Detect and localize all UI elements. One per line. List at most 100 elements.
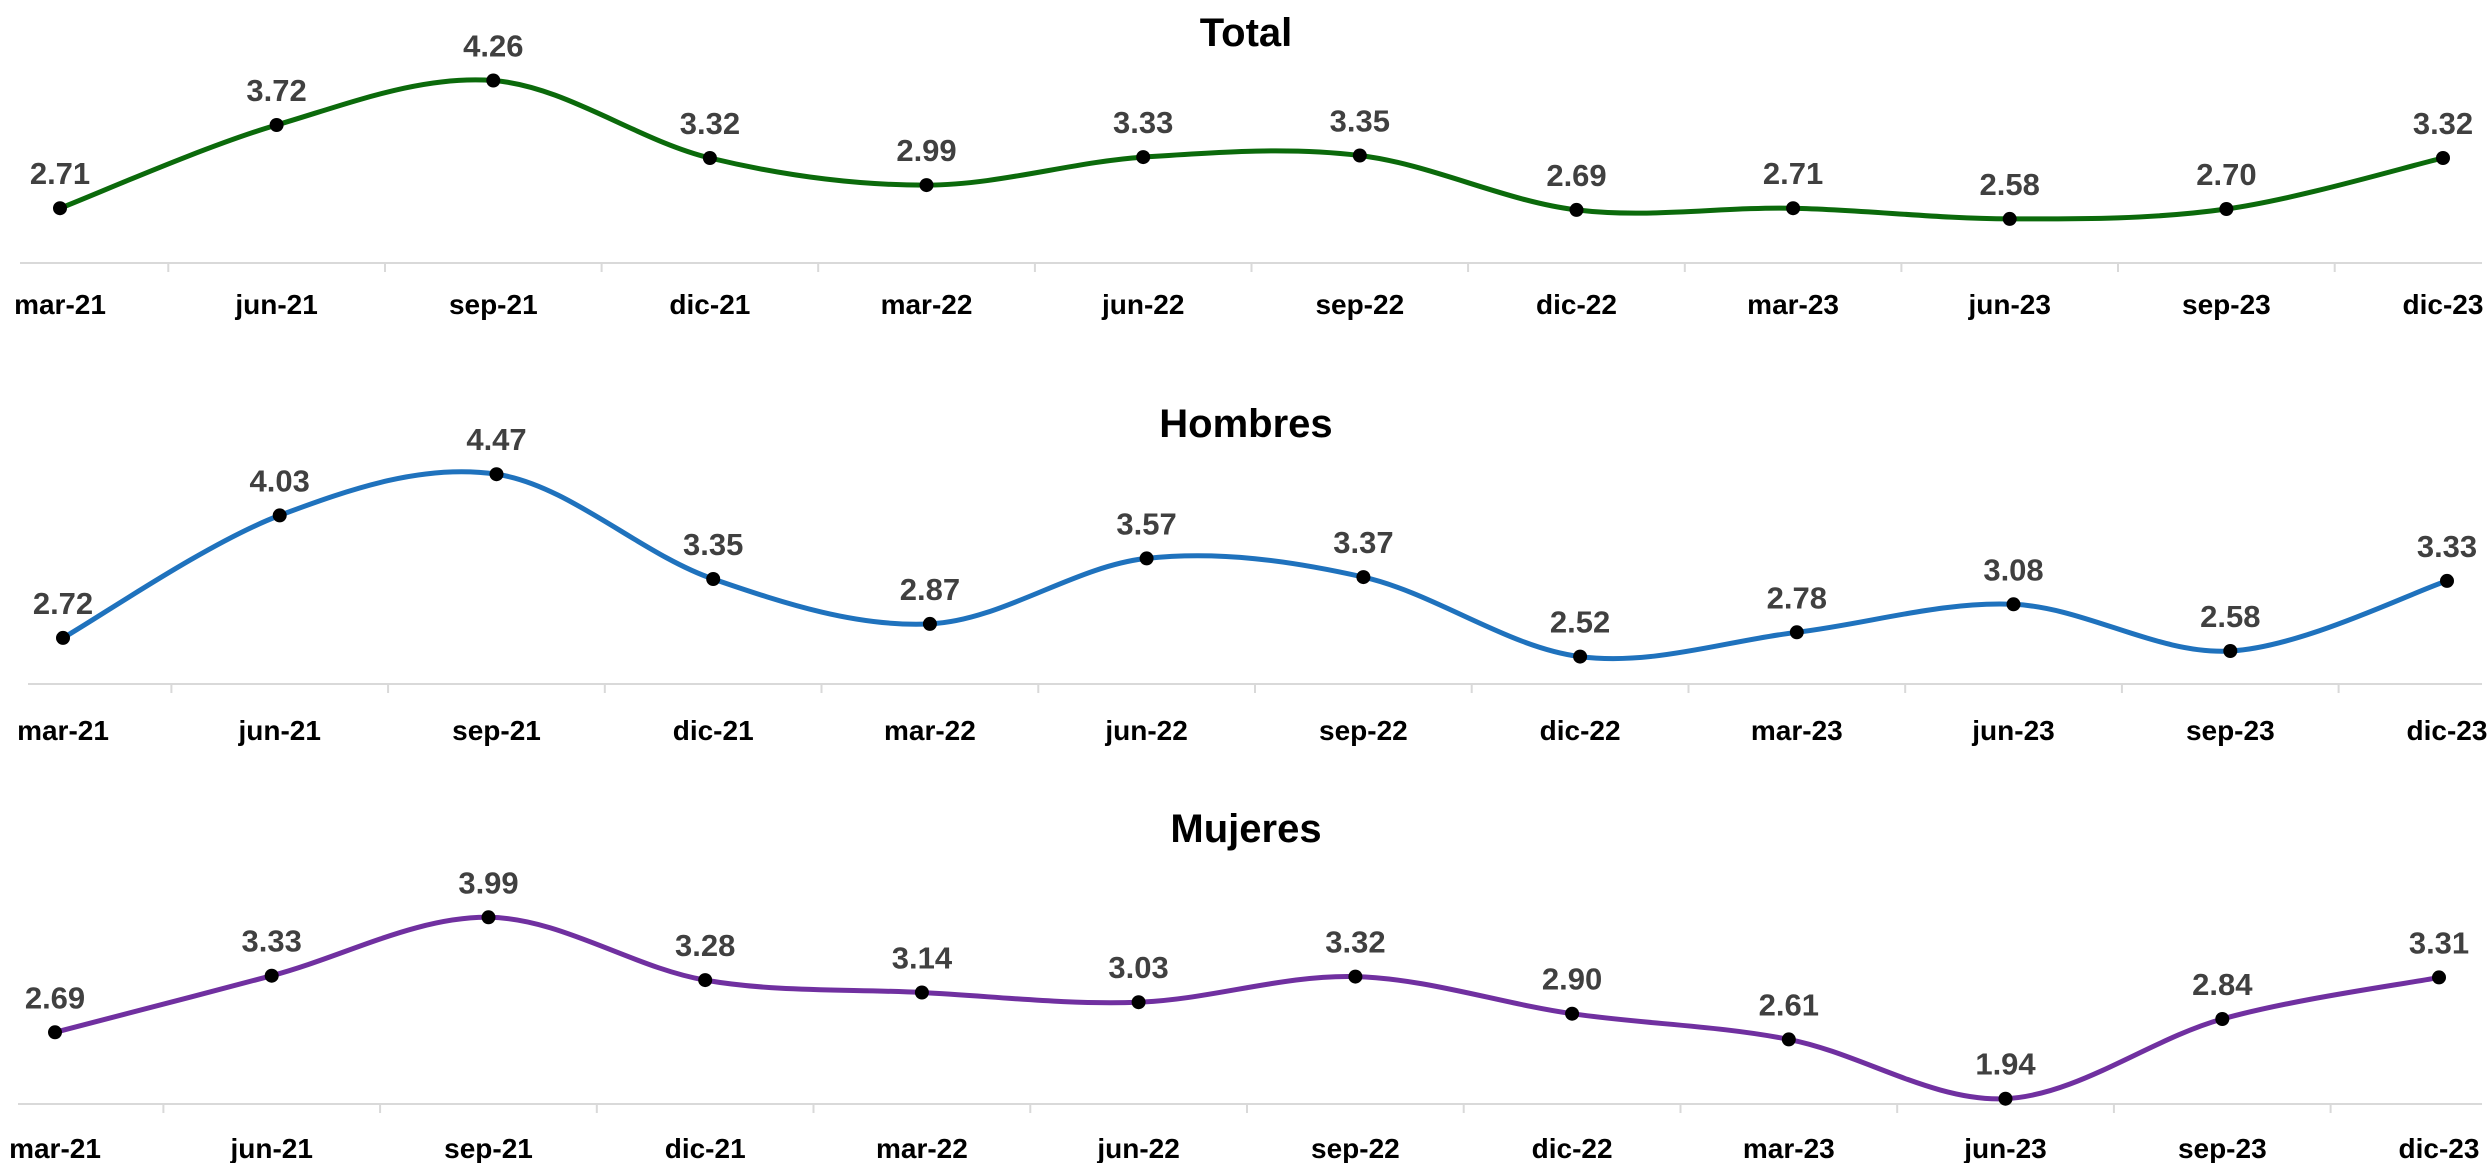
- x-tick-label-dic-23: dic-23: [2403, 289, 2484, 320]
- data-label-hombres-mar-22: 2.87: [900, 572, 960, 607]
- x-tick-label-sep-22: sep-22: [1319, 715, 1408, 746]
- data-label-mujeres-jun-21: 3.33: [242, 924, 302, 959]
- x-tick-label-sep-22: sep-22: [1315, 289, 1404, 320]
- x-tick-label-sep-21: sep-21: [452, 715, 541, 746]
- data-label-mujeres-jun-23: 1.94: [1975, 1047, 2036, 1082]
- x-tick-label-dic-22: dic-22: [1532, 1133, 1613, 1163]
- data-label-total-sep-21: 4.26: [463, 29, 523, 64]
- x-tick-label-sep-23: sep-23: [2186, 715, 2275, 746]
- x-tick-label-mar-21: mar-21: [14, 289, 106, 320]
- series-line-mujeres: [52, 914, 2442, 1102]
- data-label-hombres-jun-23: 3.08: [1983, 552, 2043, 587]
- data-label-total-sep-23: 2.70: [2196, 157, 2256, 192]
- x-tick-label-jun-21: jun-21: [234, 289, 317, 320]
- data-point-mujeres-sep-22: [1348, 969, 1363, 984]
- data-label-total-dic-21: 3.32: [680, 106, 740, 141]
- x-tick-label-mar-23: mar-23: [1743, 1133, 1835, 1163]
- data-point-hombres-jun-23: [2006, 597, 2021, 612]
- chart-title-hombres: Hombres: [1159, 402, 1332, 446]
- data-label-hombres-jun-21: 4.03: [250, 463, 310, 498]
- data-point-total-dic-23: [2436, 151, 2450, 165]
- chart-title-total: Total: [1200, 11, 1293, 55]
- x-tick-label-mar-21: mar-21: [9, 1133, 101, 1163]
- data-point-total-jun-23: [2002, 211, 2017, 226]
- data-point-hombres-sep-23: [2223, 644, 2238, 658]
- series-line-total: [57, 77, 2446, 222]
- data-label-mujeres-sep-21: 3.99: [458, 865, 518, 900]
- data-point-total-jun-21: [269, 118, 284, 132]
- data-label-hombres-dic-21: 3.35: [683, 527, 743, 562]
- data-point-mujeres-jun-21: [264, 968, 279, 983]
- x-tick-label-mar-22: mar-22: [884, 715, 976, 746]
- data-point-mujeres-mar-22: [914, 985, 929, 1000]
- data-point-hombres-jun-21: [272, 508, 287, 523]
- x-tick-label-jun-22: jun-22: [1104, 715, 1187, 746]
- data-label-total-jun-22: 3.33: [1113, 105, 1173, 140]
- data-label-mujeres-sep-22: 3.32: [1325, 925, 1385, 960]
- data-point-hombres-dic-23: [2440, 573, 2454, 588]
- data-point-mujeres-mar-21: [48, 1025, 62, 1040]
- data-label-mujeres-dic-21: 3.28: [675, 928, 735, 963]
- x-tick-label-jun-22: jun-22: [1096, 1133, 1179, 1163]
- data-point-hombres-mar-22: [922, 616, 937, 631]
- data-point-mujeres-jun-23: [1998, 1091, 2013, 1106]
- x-tick-label-jun-22: jun-22: [1101, 289, 1184, 320]
- data-point-total-mar-23: [1786, 201, 1801, 216]
- data-point-mujeres-mar-23: [1781, 1032, 1796, 1047]
- x-tick-label-jun-23: jun-23: [1967, 289, 2050, 320]
- data-label-total-jun-23: 2.58: [1980, 167, 2040, 202]
- data-point-total-dic-22: [1569, 202, 1584, 217]
- data-point-hombres-sep-22: [1356, 570, 1371, 585]
- data-label-total-sep-22: 3.35: [1330, 104, 1390, 139]
- x-tick-label-dic-23: dic-23: [2407, 715, 2488, 746]
- chart-panel-mujeres: Mujeres mar-21 jun-21 sep-21 dic-21 mar-22 jun…: [9, 807, 2482, 1163]
- data-point-hombres-dic-21: [706, 572, 721, 586]
- data-label-hombres-sep-22: 3.37: [1333, 525, 1393, 560]
- x-tick-label-mar-23: mar-23: [1747, 289, 1839, 320]
- data-point-total-jun-22: [1136, 150, 1151, 165]
- data-label-hombres-dic-22: 2.52: [1550, 605, 1610, 640]
- data-label-total-jun-21: 3.72: [246, 73, 306, 108]
- data-label-hombres-jun-22: 3.57: [1116, 506, 1176, 541]
- x-tick-label-sep-23: sep-23: [2182, 289, 2271, 320]
- x-tick-label-dic-22: dic-22: [1536, 289, 1617, 320]
- data-label-mujeres-mar-23: 2.61: [1759, 987, 1819, 1022]
- x-tick-label-sep-21: sep-21: [444, 1133, 533, 1163]
- data-label-hombres-mar-21: 2.72: [33, 586, 93, 621]
- x-tick-label-sep-22: sep-22: [1311, 1133, 1400, 1163]
- data-point-total-mar-21: [53, 201, 67, 216]
- data-label-mujeres-mar-21: 2.69: [25, 980, 85, 1015]
- data-point-hombres-jun-22: [1139, 551, 1154, 566]
- x-tick-label-mar-21: mar-21: [17, 715, 109, 746]
- x-tick-label-jun-21: jun-21: [237, 715, 320, 746]
- x-tick-label-sep-23: sep-23: [2178, 1133, 2267, 1163]
- chart-panel-hombres: Hombres mar-21 jun-21 sep-21 dic-21 mar-22 jun…: [17, 402, 2487, 746]
- x-tick-label-mar-23: mar-23: [1751, 715, 1843, 746]
- x-tick-label-jun-21: jun-21: [229, 1133, 312, 1163]
- data-point-mujeres-jun-22: [1131, 995, 1146, 1010]
- data-point-mujeres-sep-23: [2215, 1012, 2230, 1026]
- data-point-hombres-mar-21: [56, 630, 70, 645]
- x-tick-label-jun-23: jun-23: [1971, 715, 2054, 746]
- data-point-hombres-sep-21: [489, 467, 504, 482]
- data-label-mujeres-jun-22: 3.03: [1108, 950, 1168, 985]
- data-label-hombres-sep-23: 2.58: [2200, 599, 2260, 634]
- data-label-mujeres-dic-22: 2.90: [1542, 962, 1602, 997]
- series-line-hombres: [60, 469, 2450, 662]
- x-tick-label-mar-22: mar-22: [876, 1133, 968, 1163]
- data-point-total-mar-22: [919, 178, 934, 193]
- x-tick-label-dic-22: dic-22: [1540, 715, 1621, 746]
- x-tick-label-dic-21: dic-21: [673, 715, 754, 746]
- data-label-mujeres-dic-23: 3.31: [2409, 925, 2469, 960]
- data-point-total-sep-23: [2219, 202, 2234, 216]
- data-point-total-sep-21: [486, 73, 501, 88]
- data-point-mujeres-dic-23: [2432, 970, 2446, 985]
- x-tick-label-dic-21: dic-21: [669, 289, 750, 320]
- data-label-mujeres-mar-22: 3.14: [892, 941, 953, 976]
- x-tick-label-dic-21: dic-21: [665, 1133, 746, 1163]
- data-label-mujeres-sep-23: 2.84: [2192, 967, 2253, 1002]
- data-point-hombres-mar-23: [1789, 625, 1804, 640]
- data-label-total-mar-21: 2.71: [30, 156, 90, 191]
- chart-title-mujeres: Mujeres: [1170, 807, 1321, 851]
- data-point-mujeres-dic-21: [698, 973, 713, 988]
